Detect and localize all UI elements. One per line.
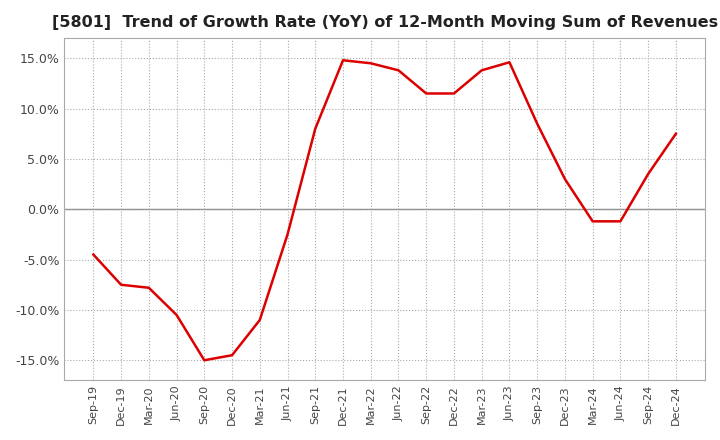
Title: [5801]  Trend of Growth Rate (YoY) of 12-Month Moving Sum of Revenues: [5801] Trend of Growth Rate (YoY) of 12-… (52, 15, 718, 30)
